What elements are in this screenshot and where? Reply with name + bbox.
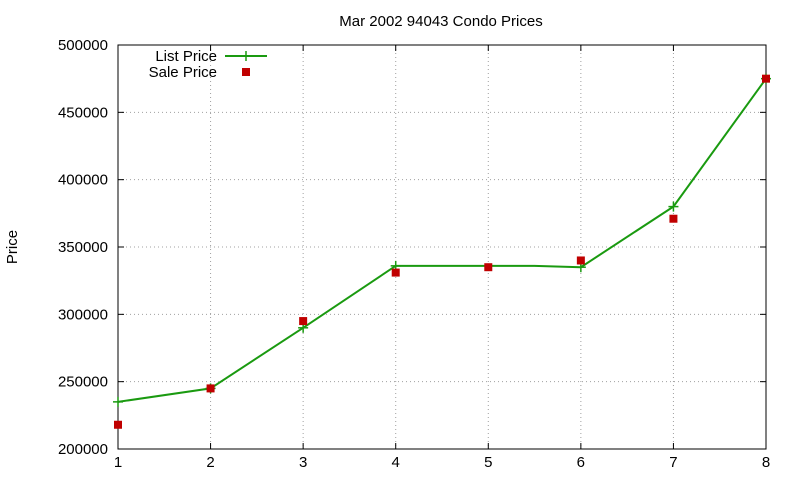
list-price-line	[117, 78, 767, 403]
x-tick-label: 5	[484, 454, 492, 471]
y-tick-label: 500000	[58, 37, 108, 54]
sale-price-point	[669, 214, 678, 223]
y-tick-label: 400000	[58, 172, 108, 189]
sale-price-point	[206, 384, 215, 393]
legend-plus-marker	[241, 51, 251, 61]
legend-label: List Price	[155, 48, 217, 65]
sale-price-point	[391, 268, 400, 277]
chart-title: Mar 2002 94043 Condo Prices	[339, 13, 542, 30]
legend-label: Sale Price	[149, 64, 217, 81]
y-axis-label: Price	[4, 230, 21, 264]
x-tick-label: 4	[392, 454, 400, 471]
sale-price-point	[762, 74, 770, 83]
sale-price-point	[299, 317, 308, 326]
y-tick-label: 350000	[58, 239, 108, 256]
y-tick-label: 200000	[58, 441, 108, 458]
x-tick-label: 6	[577, 454, 585, 471]
plot-series	[113, 73, 771, 429]
list-price-point	[668, 201, 679, 212]
x-tick-label: 8	[762, 454, 770, 471]
y-tick-label: 450000	[58, 104, 108, 121]
list-price-point	[113, 396, 123, 407]
sale-price-point	[484, 263, 493, 272]
x-tick-label: 3	[299, 454, 307, 471]
grid	[118, 45, 766, 449]
axes: 1 2 3 4 5 6 7 8 200000 250000 300000 350000 400000 45…	[58, 37, 770, 471]
x-tick-label: 7	[669, 454, 677, 471]
x-tick-label: 1	[114, 454, 122, 471]
x-tick-label: 2	[206, 454, 214, 471]
sale-price-point	[114, 420, 122, 429]
legend-square-marker	[242, 68, 250, 76]
sale-price-point	[576, 256, 585, 265]
y-tick-label: 250000	[58, 374, 108, 391]
y-tick-label: 300000	[58, 306, 108, 323]
